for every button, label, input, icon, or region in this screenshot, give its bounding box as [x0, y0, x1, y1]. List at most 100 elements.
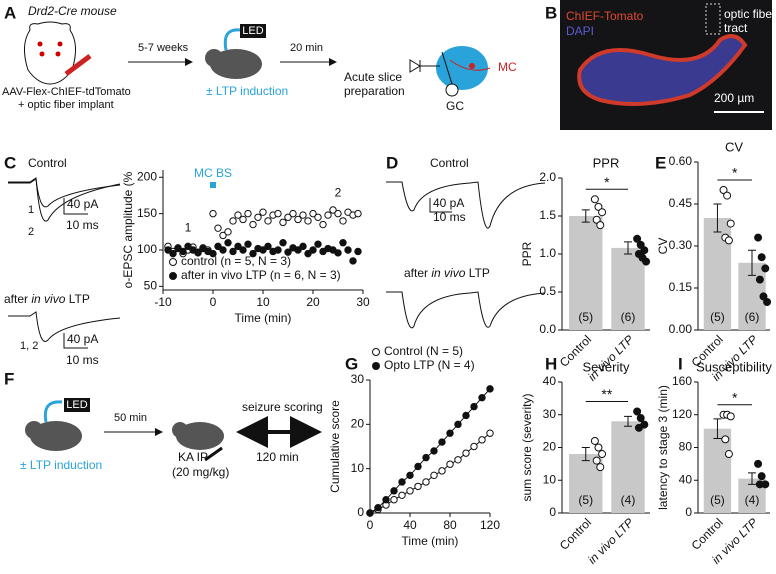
x-tick-label: 30	[356, 295, 370, 309]
y-tick-label: 10	[543, 472, 557, 486]
data-point	[406, 487, 414, 495]
data-point	[422, 453, 430, 462]
data-point	[454, 420, 462, 429]
data-point	[721, 435, 730, 444]
title-part: in vivo	[31, 292, 65, 306]
annotation: 1	[185, 220, 192, 234]
series-line	[369, 432, 491, 514]
y-tick-label: 0.0	[539, 322, 556, 336]
n-label: (5)	[578, 493, 593, 507]
data-point	[224, 228, 232, 236]
scale-bar	[429, 198, 452, 213]
data-point	[438, 438, 446, 446]
scale-bar	[63, 333, 88, 349]
y-axis-label: o-EPSC amplitude (%	[121, 171, 135, 288]
data-point	[640, 246, 649, 255]
data-point	[478, 394, 486, 402]
prep-label: Acute slice	[344, 70, 402, 84]
data-point	[264, 242, 272, 251]
scale-bar	[63, 198, 88, 215]
significance-label: *	[732, 165, 738, 181]
data-point	[446, 460, 454, 468]
mouse-icon	[25, 400, 82, 451]
data-point	[349, 257, 357, 265]
data-point	[598, 450, 607, 459]
data-point	[244, 209, 252, 218]
chart-title: Severity	[583, 359, 630, 374]
data-point	[249, 249, 257, 258]
data-point	[179, 247, 187, 256]
x-tick-label: 0	[210, 295, 217, 309]
data-point	[224, 239, 232, 247]
data-point	[406, 471, 414, 480]
scale-label: 200 µm	[714, 91, 754, 105]
data-point	[590, 436, 599, 445]
y-tick-label: 0	[357, 505, 364, 519]
data-point	[294, 246, 302, 254]
data-point	[724, 236, 733, 245]
histology-image	[560, 0, 772, 130]
error-bar	[748, 472, 756, 485]
data-point	[234, 242, 242, 251]
data-point	[486, 385, 494, 393]
data-point	[284, 248, 292, 256]
data-point	[594, 443, 603, 452]
data-point	[309, 209, 317, 218]
data-point	[214, 242, 222, 251]
data-point	[174, 244, 182, 252]
error-bar	[581, 209, 590, 223]
trace-label: 2	[28, 226, 34, 238]
error-bar	[624, 415, 632, 427]
title-part: after	[404, 266, 431, 280]
data-point	[354, 209, 362, 218]
trace	[8, 178, 121, 208]
data-point	[594, 202, 603, 211]
y-tick-label: 1.5	[539, 208, 556, 222]
y-axis-label: CV	[656, 238, 670, 255]
y-tick-label: 30	[351, 372, 365, 386]
title-part: after	[4, 292, 31, 306]
error-bar	[624, 241, 632, 255]
mouse-head	[24, 21, 92, 85]
induction-label: ± LTP induction	[206, 84, 288, 98]
x-tick-label: 120	[480, 518, 500, 532]
trace	[386, 291, 546, 329]
trace-label: 1, 2	[20, 340, 38, 352]
delay-label: 50 min	[114, 412, 147, 424]
annotation: 2	[335, 185, 342, 199]
data-point	[761, 264, 770, 273]
panel-letter: B	[545, 3, 557, 22]
data-point	[454, 456, 462, 464]
data-point	[299, 211, 307, 219]
delay-label: 20 min	[290, 42, 323, 54]
stim-marker	[210, 182, 216, 188]
data-point	[314, 240, 322, 248]
data-point	[184, 242, 192, 251]
n-label: (4)	[621, 493, 636, 507]
data-point	[414, 482, 422, 491]
y-tick-label: 80	[679, 440, 693, 454]
x-axis-label: Time (min)	[235, 311, 292, 325]
title-part: LTP	[65, 292, 89, 306]
legend-label: Opto LTP (N = 4)	[384, 358, 475, 372]
y-axis-label: sum score (severity)	[520, 393, 534, 501]
scale-label: 40 pA	[67, 332, 98, 346]
data-point	[596, 463, 605, 472]
data-point	[314, 213, 322, 221]
data-point	[636, 240, 645, 249]
y-axis-label: Cumulative score	[328, 400, 342, 493]
prep-label: preparation	[344, 84, 405, 98]
y-tick-label: 0.00	[669, 322, 693, 336]
legend-marker	[169, 258, 177, 266]
significance-label: *	[732, 389, 738, 405]
chart-title: Susceptibility	[696, 359, 772, 374]
chart-title: CV	[725, 139, 743, 154]
error-bar	[713, 418, 722, 439]
legend-marker	[372, 362, 380, 370]
data-point	[209, 249, 217, 258]
data-point	[274, 246, 282, 254]
data-point	[299, 242, 307, 251]
duration-label: 120 min	[256, 450, 299, 464]
y-tick-label: 0.5	[539, 284, 556, 298]
x-tick-label: 0	[367, 518, 374, 532]
